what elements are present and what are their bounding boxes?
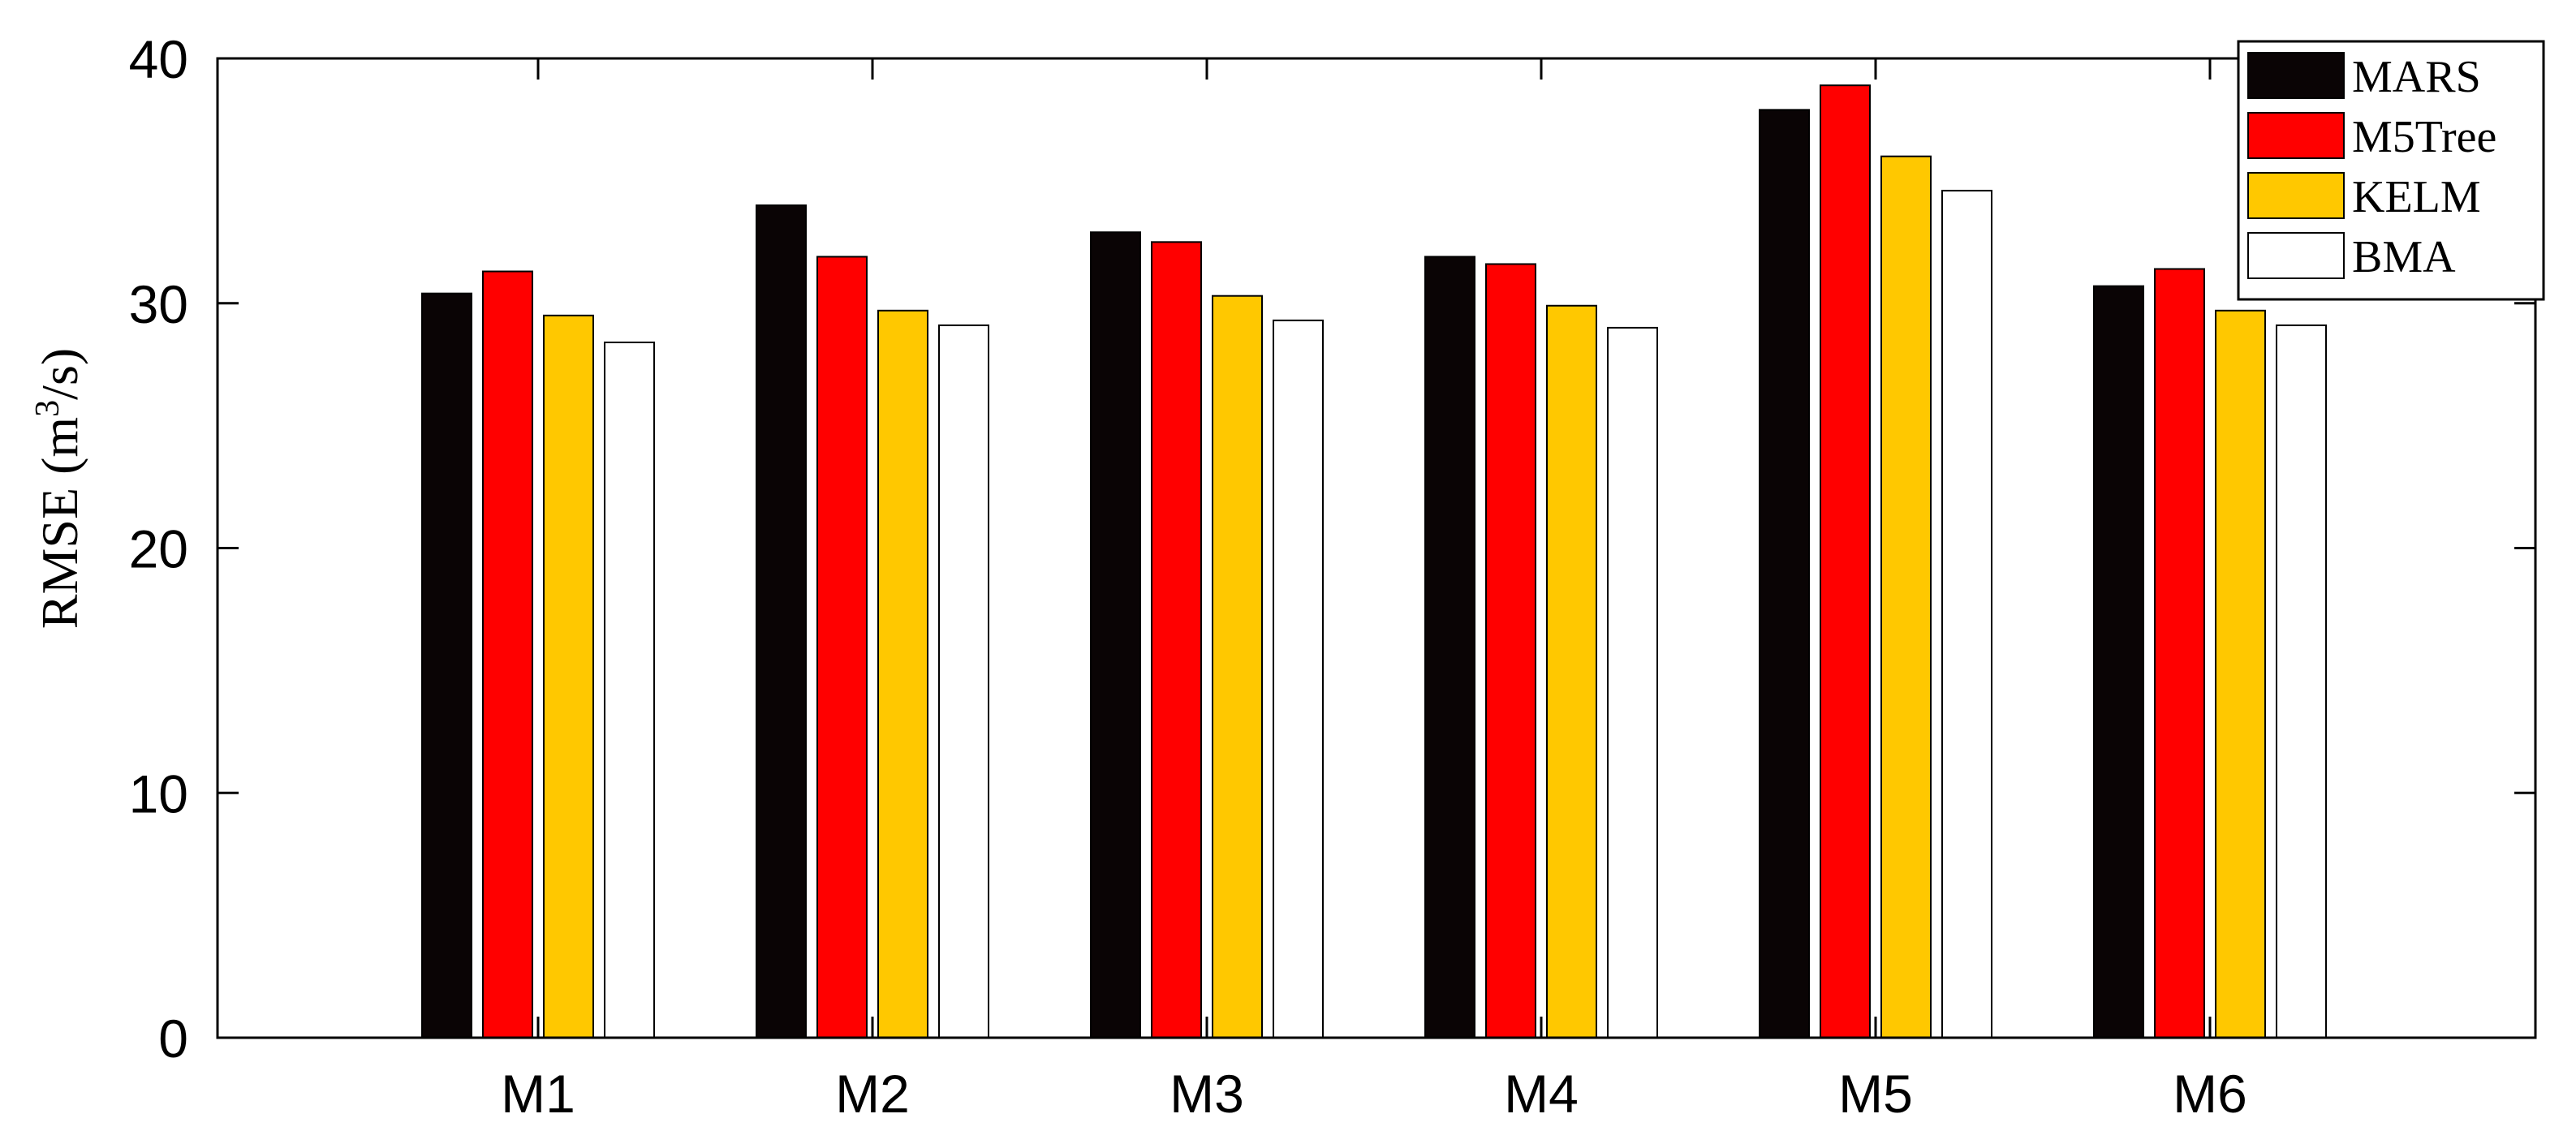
bar-m3-kelm bbox=[1212, 295, 1263, 1039]
y-axis-label-superscript: 3 bbox=[29, 400, 67, 417]
bar-m3-bma bbox=[1273, 319, 1324, 1039]
legend: MARS M5Tree KELM BMA bbox=[2237, 40, 2545, 301]
bar-m2-m5tree bbox=[816, 256, 868, 1039]
ticks-layer: 0 10 20 30 40 M1 M2 M3 M4 M5 M6 bbox=[129, 29, 2535, 1124]
bars-layer bbox=[421, 84, 2327, 1039]
x-tick-label-m6: M6 bbox=[2173, 1064, 2247, 1124]
bar-m4-m5tree bbox=[1485, 263, 1536, 1039]
bar-m4-bma bbox=[1607, 326, 1658, 1039]
bar-m1-kelm bbox=[543, 314, 594, 1039]
legend-items: MARS M5Tree KELM BMA bbox=[2247, 52, 2496, 282]
x-tick-label-m4: M4 bbox=[1504, 1064, 1579, 1124]
bar-m6-kelm bbox=[2215, 309, 2266, 1039]
bar-m2-mars bbox=[756, 204, 807, 1039]
bar-m5-mars bbox=[1759, 109, 1810, 1039]
y-tick-label-0: 0 bbox=[158, 1009, 188, 1069]
bar-m2-bma bbox=[938, 324, 989, 1039]
y-tick-label-10: 10 bbox=[129, 763, 188, 824]
x-tick-label-m5: M5 bbox=[1838, 1064, 1913, 1124]
legend-label-kelm: KELM bbox=[2352, 172, 2481, 222]
y-axis-label-suffix: /s) bbox=[31, 348, 88, 400]
legend-swatch-bma bbox=[2247, 232, 2345, 279]
bar-m4-kelm bbox=[1546, 304, 1597, 1039]
x-tick-label-m2: M2 bbox=[835, 1064, 910, 1124]
y-tick-label-20: 20 bbox=[129, 519, 188, 579]
y-tick-label-40: 40 bbox=[129, 29, 188, 89]
x-tick-label-m3: M3 bbox=[1170, 1064, 1244, 1124]
legend-label-bma: BMA bbox=[2352, 232, 2456, 282]
plot-frame bbox=[216, 57, 2537, 1039]
bar-m1-bma bbox=[604, 342, 655, 1039]
y-axis-label-main: RMSE (m bbox=[31, 417, 88, 629]
legend-label-m5tree: M5Tree bbox=[2352, 112, 2496, 162]
y-tick-label-30: 30 bbox=[129, 274, 188, 334]
legend-swatch-kelm bbox=[2247, 172, 2345, 219]
bar-m2-kelm bbox=[877, 309, 928, 1039]
bar-m1-m5tree bbox=[482, 270, 533, 1039]
bar-m3-m5tree bbox=[1151, 241, 1202, 1039]
legend-swatch-mars bbox=[2247, 52, 2345, 99]
legend-swatch-m5tree bbox=[2247, 112, 2345, 159]
y-axis-label: RMSE (m3/s) bbox=[29, 348, 88, 629]
bar-m6-m5tree bbox=[2154, 268, 2205, 1039]
bar-m4-mars bbox=[1424, 256, 1475, 1039]
bar-m1-mars bbox=[421, 292, 472, 1039]
x-tick-label-m1: M1 bbox=[501, 1064, 575, 1124]
bar-m6-mars bbox=[2093, 285, 2144, 1039]
bar-m5-kelm bbox=[1880, 155, 1932, 1039]
bar-m3-mars bbox=[1090, 231, 1141, 1039]
bar-m6-bma bbox=[2276, 324, 2327, 1039]
bar-m5-bma bbox=[1941, 189, 1992, 1039]
bar-m5-m5tree bbox=[1820, 84, 1871, 1039]
legend-label-mars: MARS bbox=[2352, 52, 2481, 102]
